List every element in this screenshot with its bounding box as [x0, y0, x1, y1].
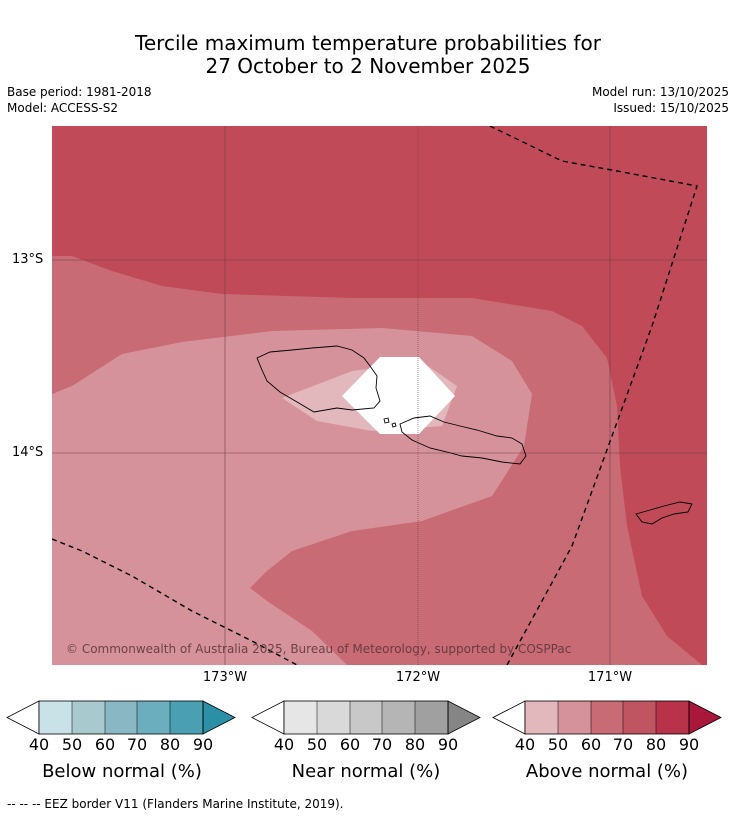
coastline: [256, 345, 693, 525]
below-tick-60: 60: [94, 735, 116, 754]
above-tick-60: 60: [580, 735, 602, 754]
cbar-near-bin-3: [350, 701, 382, 734]
model-run: Model run: 13/10/2025: [591, 85, 729, 99]
base-period: Base period: 1981-2018: [7, 85, 152, 99]
cbar-below-bin-2: [72, 701, 105, 734]
near-tick-50: 50: [306, 735, 328, 754]
manono-island: [383, 417, 390, 424]
lon-label-173w: 173°W: [202, 670, 248, 685]
below-tick-50: 50: [61, 735, 83, 754]
eez-border: [52, 126, 698, 665]
probability-map: © Commonwealth of Australia 2025, Bureau…: [52, 126, 707, 665]
cbar-below-max: [202, 700, 236, 735]
near-tick-90: 90: [437, 735, 459, 754]
below-tick-90: 90: [192, 735, 214, 754]
above-tick-40: 40: [514, 735, 536, 754]
below-tick-40: 40: [28, 735, 50, 754]
above-tick-90: 90: [678, 735, 700, 754]
apolima-island: [391, 422, 397, 428]
colorbar-below-normal: [6, 700, 236, 735]
below-tick-70: 70: [126, 735, 148, 754]
above-tick-80: 80: [645, 735, 667, 754]
cbar-below-bin-4: [137, 701, 170, 734]
cbar-above-min: [492, 700, 526, 735]
near-tick-40: 40: [273, 735, 295, 754]
cbar-below-min: [6, 700, 40, 735]
cbar-near-bin-2: [317, 701, 350, 734]
lat-label-13s: 13°S: [12, 252, 44, 267]
colorbar-near-normal: [251, 700, 481, 735]
cbar-above-max: [688, 700, 722, 735]
below-normal-title: Below normal (%): [42, 761, 202, 782]
issued-date: Issued: 15/10/2025: [613, 101, 729, 115]
title-line-2: 27 October to 2 November 2025: [205, 54, 531, 78]
near-tick-80: 80: [404, 735, 426, 754]
cbar-near-bin-1: [284, 701, 317, 734]
lat-label-14s: 14°S: [12, 445, 44, 460]
tutuila-island: [635, 501, 693, 525]
cbar-near-min: [251, 700, 285, 735]
upolu-island: [399, 415, 527, 465]
cbar-near-bin-4: [382, 701, 415, 734]
savaii-island: [256, 345, 381, 413]
lon-label-172w: 172°W: [395, 670, 441, 685]
lon-label-171w: 171°W: [587, 670, 633, 685]
contour-40: [342, 357, 455, 434]
cbar-near-max: [447, 700, 481, 735]
above-tick-70: 70: [612, 735, 634, 754]
above-normal-title: Above normal (%): [525, 761, 689, 782]
graticule: [52, 126, 707, 665]
model-name: Model: ACCESS-S2: [7, 101, 119, 115]
near-normal-title: Near normal (%): [291, 761, 441, 782]
cbar-below-bin-3: [105, 701, 137, 734]
cbar-above-bin-2: [558, 701, 591, 734]
cbar-below-bin-1: [39, 701, 72, 734]
cbar-below-bin-5: [170, 701, 203, 734]
below-tick-80: 80: [159, 735, 181, 754]
cbar-above-bin-5: [656, 701, 689, 734]
map-copyright: © Commonwealth of Australia 2025, Bureau…: [66, 642, 571, 656]
colorbar-above-normal: [492, 700, 722, 735]
cbar-above-bin-3: [591, 701, 623, 734]
eez-legend-footer: -- -- -- EEZ border V11 (Flanders Marine…: [7, 797, 344, 811]
cbar-above-bin-4: [623, 701, 656, 734]
title-line-1: Tercile maximum temperature probabilitie…: [135, 31, 601, 55]
cbar-above-bin-1: [525, 701, 558, 734]
cbar-near-bin-5: [415, 701, 448, 734]
near-tick-60: 60: [339, 735, 361, 754]
above-tick-50: 50: [547, 735, 569, 754]
near-tick-70: 70: [371, 735, 393, 754]
